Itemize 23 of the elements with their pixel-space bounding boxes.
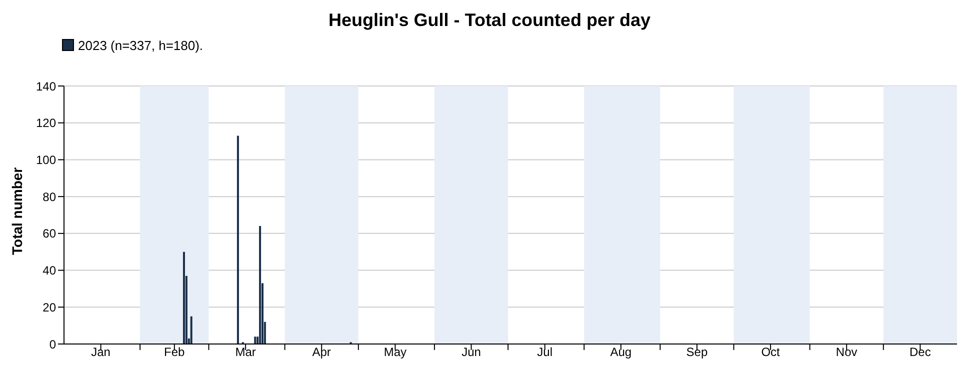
y-tick-label: 80 bbox=[42, 190, 56, 204]
x-tick-label: May bbox=[384, 345, 407, 359]
x-tick-label: Jul bbox=[537, 345, 553, 359]
y-tick-label: 140 bbox=[36, 79, 56, 94]
y-tick-label: 0 bbox=[49, 337, 56, 352]
x-tick-label: Feb bbox=[164, 345, 186, 359]
x-tick-label: Aug bbox=[610, 345, 632, 359]
x-tick-label: Mar bbox=[235, 345, 256, 359]
x-tick-label: Oct bbox=[761, 345, 781, 359]
x-tick-label: Nov bbox=[836, 345, 858, 359]
y-tick-label: 100 bbox=[36, 152, 56, 167]
x-tick-label: Jan bbox=[91, 345, 110, 359]
y-tick-label: 40 bbox=[42, 264, 56, 278]
x-tick-label: Apr bbox=[312, 345, 331, 359]
y-tick-label: 120 bbox=[36, 116, 56, 130]
y-tick-label: 60 bbox=[42, 226, 56, 241]
x-tick-label: Sep bbox=[686, 345, 708, 359]
chart-title: Heuglin's Gull - Total counted per day bbox=[328, 9, 652, 32]
x-tick-label: Dec bbox=[910, 345, 931, 359]
y-axis-title: Total number bbox=[8, 166, 25, 255]
x-tick-label: Jun bbox=[462, 345, 481, 359]
legend-label: 2023 (n=337, h=180). bbox=[78, 38, 204, 52]
y-tick-label: 20 bbox=[42, 300, 56, 314]
